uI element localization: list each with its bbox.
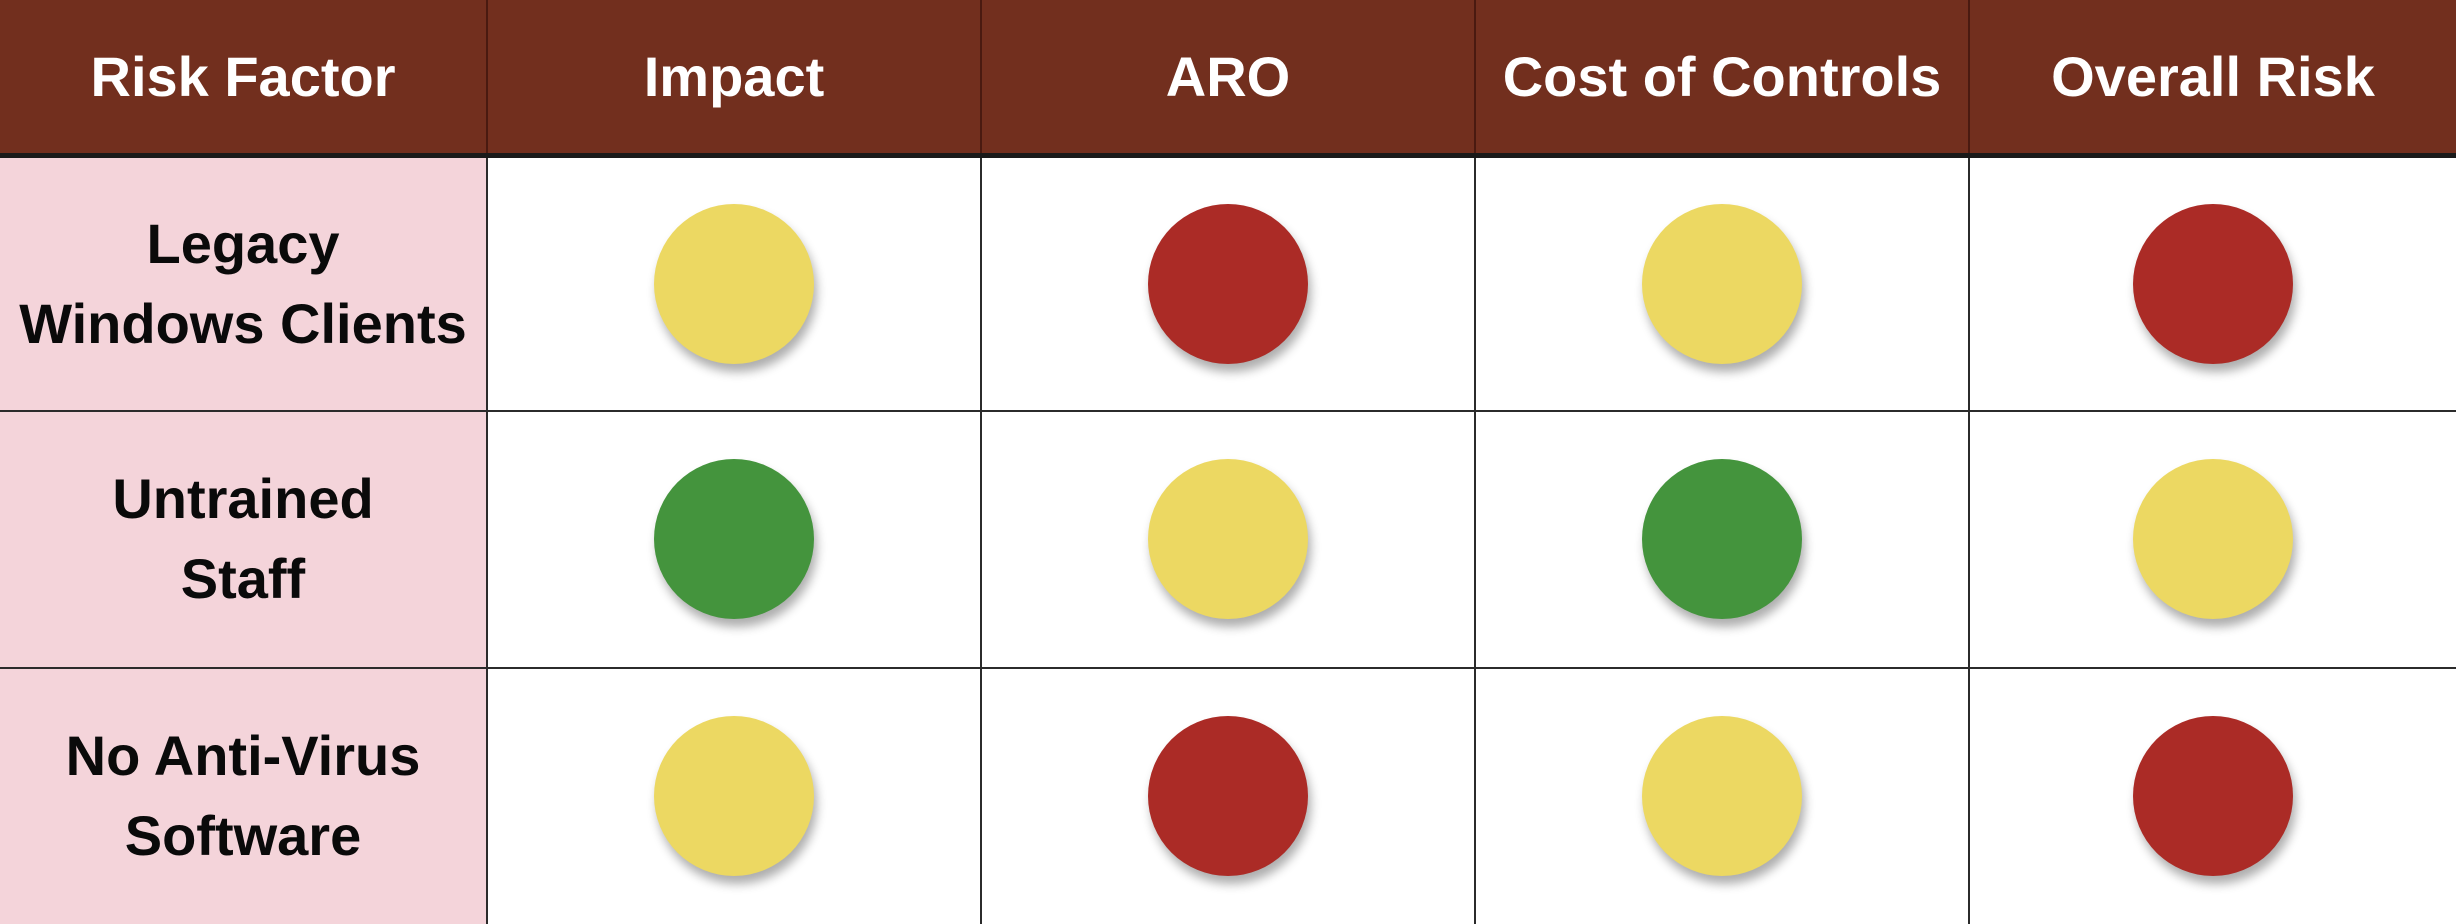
table-row: Legacy Windows Clients [0,153,2456,413]
overall-risk-cell [1968,666,2456,924]
header-aro: ARO [980,0,1476,158]
overall-risk-cell [1968,153,2456,413]
aro-rating-indicator [1148,459,1308,620]
aro-cell [980,153,1476,413]
impact-rating-indicator [654,459,814,620]
aro-rating-indicator [1148,203,1308,364]
impact-cell [486,666,982,924]
cost-of-controls-rating-indicator [1642,716,1802,877]
risk-factor-label: Legacy [146,211,340,275]
cost-of-controls-rating-indicator [1642,203,1802,364]
cost-of-controls-cell [1474,410,1970,669]
overall-risk-cell [1968,410,2456,669]
risk-factor-cell: No Anti-Virus Software [0,666,488,924]
risk-factor-cell: Untrained Staff [0,410,488,669]
overall-risk-rating-indicator [2133,716,2293,877]
impact-rating-indicator [654,203,814,364]
risk-factor-label: Untrained [112,467,374,531]
risk-factor-label: Windows Clients [19,291,467,355]
header-row: Risk Factor Impact ARO Cost of Controls … [0,0,2456,158]
aro-cell [980,410,1476,669]
risk-factor-label: Staff [180,547,306,611]
cost-of-controls-cell [1474,666,1970,924]
table-row: No Anti-Virus Software [0,666,2456,924]
aro-rating-indicator [1148,716,1308,877]
impact-cell [486,410,982,669]
overall-risk-rating-indicator [2133,203,2293,364]
aro-cell [980,666,1476,924]
impact-rating-indicator [654,716,814,877]
risk-factor-cell: Legacy Windows Clients [0,153,488,413]
cost-of-controls-cell [1474,153,1970,413]
table-row: Untrained Staff [0,410,2456,669]
overall-risk-rating-indicator [2133,459,2293,620]
header-overall-risk: Overall Risk [1968,0,2456,158]
cost-of-controls-rating-indicator [1642,459,1802,620]
risk-factor-label: No Anti-Virus [65,724,421,788]
header-risk-factor: Risk Factor [0,0,488,158]
risk-factor-label: Software [124,804,362,868]
impact-cell [486,153,982,413]
header-cost-of-controls: Cost of Controls [1474,0,1970,158]
header-impact: Impact [486,0,982,158]
